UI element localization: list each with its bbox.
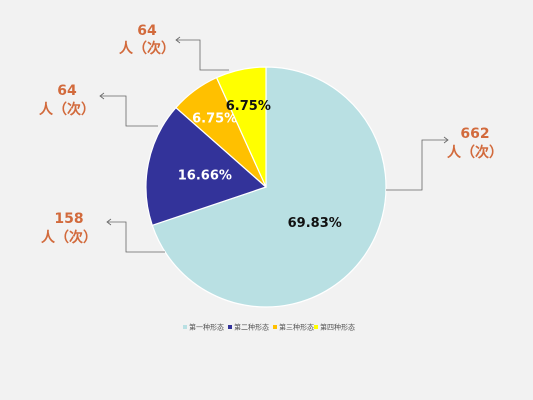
callout-count-label-4: 64 — [137, 23, 157, 39]
callout-count-label-2: 158 — [54, 211, 83, 227]
callout-unit-label-3: 人（次） — [39, 101, 95, 118]
callout-arrow-3 — [99, 92, 105, 100]
callout-line-1 — [386, 139, 448, 191]
callout-arrow-4 — [175, 36, 181, 44]
callout-unit-label-2: 人（次） — [41, 229, 97, 246]
pie-slice-1 — [151, 66, 387, 308]
slice-percent-label-2: 16.66% — [178, 169, 232, 184]
legend-label-2: 第二种形态 — [234, 323, 269, 332]
callout-line-2 — [107, 221, 165, 253]
slice-percent-label-1: 69.83% — [288, 216, 342, 231]
legend-swatch-3 — [273, 325, 277, 329]
callout-line-4 — [176, 39, 229, 71]
callout-arrow-2 — [106, 218, 112, 226]
legend-swatch-1 — [183, 325, 187, 329]
callout-count-label-3: 64 — [57, 83, 77, 99]
legend-label-3: 第三种形态 — [279, 323, 314, 332]
slice-percent-label-3: 6.75% — [192, 112, 237, 127]
callout-unit-label-4: 人（次） — [119, 40, 175, 57]
legend-label-1: 第一种形态 — [189, 323, 224, 332]
slice-percent-label-4: 6.75% — [226, 99, 271, 114]
legend-swatch-4 — [314, 325, 318, 329]
callout-line-3 — [100, 95, 158, 127]
callout-arrow-1 — [443, 136, 449, 144]
callout-unit-label-1: 人（次） — [447, 144, 503, 161]
pie-slice-2 — [145, 106, 268, 227]
pie-slice-4 — [215, 66, 267, 188]
legend-label-4: 第四种形态 — [320, 323, 355, 332]
callout-count-label-1: 662 — [460, 126, 489, 142]
legend-swatch-2 — [228, 325, 232, 329]
